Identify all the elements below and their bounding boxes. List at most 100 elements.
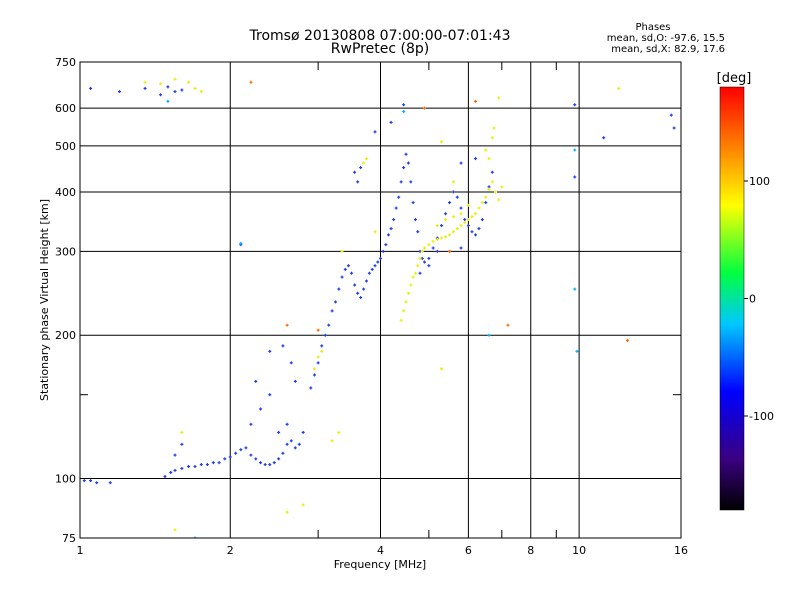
data-point — [356, 180, 360, 184]
data-point — [205, 463, 209, 467]
data-point — [89, 479, 93, 483]
data-point — [573, 103, 577, 107]
data-point — [455, 227, 459, 231]
data-point — [422, 260, 426, 264]
data-point — [416, 230, 420, 234]
data-point — [249, 80, 253, 84]
data-point — [365, 157, 369, 161]
data-point — [409, 180, 413, 184]
data-point — [418, 256, 422, 260]
data-point — [427, 256, 431, 260]
data-point — [268, 393, 272, 397]
data-point — [422, 246, 426, 250]
data-point — [95, 481, 99, 485]
data-point — [143, 86, 147, 90]
colorbar-tick-label: 0 — [749, 293, 756, 306]
data-point — [373, 230, 377, 234]
data-point — [370, 267, 374, 271]
data-point — [268, 463, 272, 467]
data-point — [173, 77, 177, 81]
data-point — [484, 195, 488, 199]
data-point — [285, 323, 289, 327]
data-point — [473, 233, 477, 237]
data-point — [444, 218, 448, 222]
data-point — [399, 318, 403, 322]
y-tick-label: 75 — [62, 532, 76, 545]
data-point — [459, 206, 463, 210]
data-point — [416, 264, 420, 268]
data-point — [435, 249, 439, 253]
data-point — [413, 271, 417, 275]
data-point — [440, 224, 444, 228]
stats-o-line: mean, sd,O: -97.6, 15.5 — [607, 33, 725, 44]
data-point — [234, 451, 238, 455]
data-point — [166, 85, 170, 89]
x-tick-label: 10 — [572, 544, 586, 557]
data-point — [669, 113, 673, 117]
data-point — [180, 88, 184, 92]
data-point — [470, 215, 474, 219]
data-point — [466, 203, 470, 207]
data-point — [346, 264, 350, 268]
data-point — [404, 300, 408, 304]
data-point — [359, 166, 363, 170]
data-point — [480, 218, 484, 222]
data-point — [316, 328, 320, 332]
data-point — [281, 344, 285, 348]
data-point — [320, 349, 324, 353]
data-point — [411, 201, 415, 205]
data-point — [490, 170, 494, 174]
data-point — [480, 201, 484, 205]
data-point — [440, 140, 444, 144]
data-point — [356, 291, 360, 295]
data-point — [470, 230, 474, 234]
data-point — [386, 233, 390, 237]
data-point — [381, 249, 385, 253]
data-point — [413, 218, 417, 222]
data-point — [463, 221, 467, 225]
data-point — [259, 461, 263, 465]
data-point — [404, 152, 408, 156]
data-point — [420, 249, 424, 253]
data-point — [451, 215, 455, 219]
data-point — [506, 323, 510, 327]
data-point — [451, 180, 455, 184]
data-point — [316, 355, 320, 359]
data-point — [484, 201, 488, 205]
data-point — [330, 439, 334, 443]
data-point — [487, 185, 491, 189]
data-point — [254, 379, 258, 383]
data-point — [333, 300, 337, 304]
data-point — [402, 110, 406, 114]
data-point — [89, 86, 93, 90]
data-point — [337, 430, 341, 434]
data-point — [169, 470, 173, 474]
data-point — [320, 344, 324, 348]
data-point — [477, 227, 481, 231]
data-point — [573, 287, 577, 291]
data-point — [497, 198, 501, 202]
data-point — [187, 464, 191, 468]
data-point — [444, 235, 448, 239]
data-point — [406, 161, 410, 165]
data-point — [263, 463, 267, 467]
data-point — [431, 246, 435, 250]
data-point — [254, 457, 258, 461]
data-point — [399, 180, 403, 184]
y-tick-label: 750 — [55, 56, 76, 69]
data-point — [249, 422, 253, 426]
data-point — [402, 166, 406, 170]
data-point — [199, 90, 203, 94]
data-point — [239, 241, 243, 245]
data-point — [285, 422, 289, 426]
y-tick-label: 100 — [55, 473, 76, 486]
data-point — [337, 287, 341, 291]
data-point — [323, 333, 327, 337]
y-tick-label: 500 — [55, 140, 76, 153]
data-point — [285, 510, 289, 514]
data-point — [82, 479, 86, 483]
data-point — [173, 528, 177, 532]
data-point — [397, 195, 401, 199]
data-point — [373, 130, 377, 134]
data-point — [573, 175, 577, 179]
